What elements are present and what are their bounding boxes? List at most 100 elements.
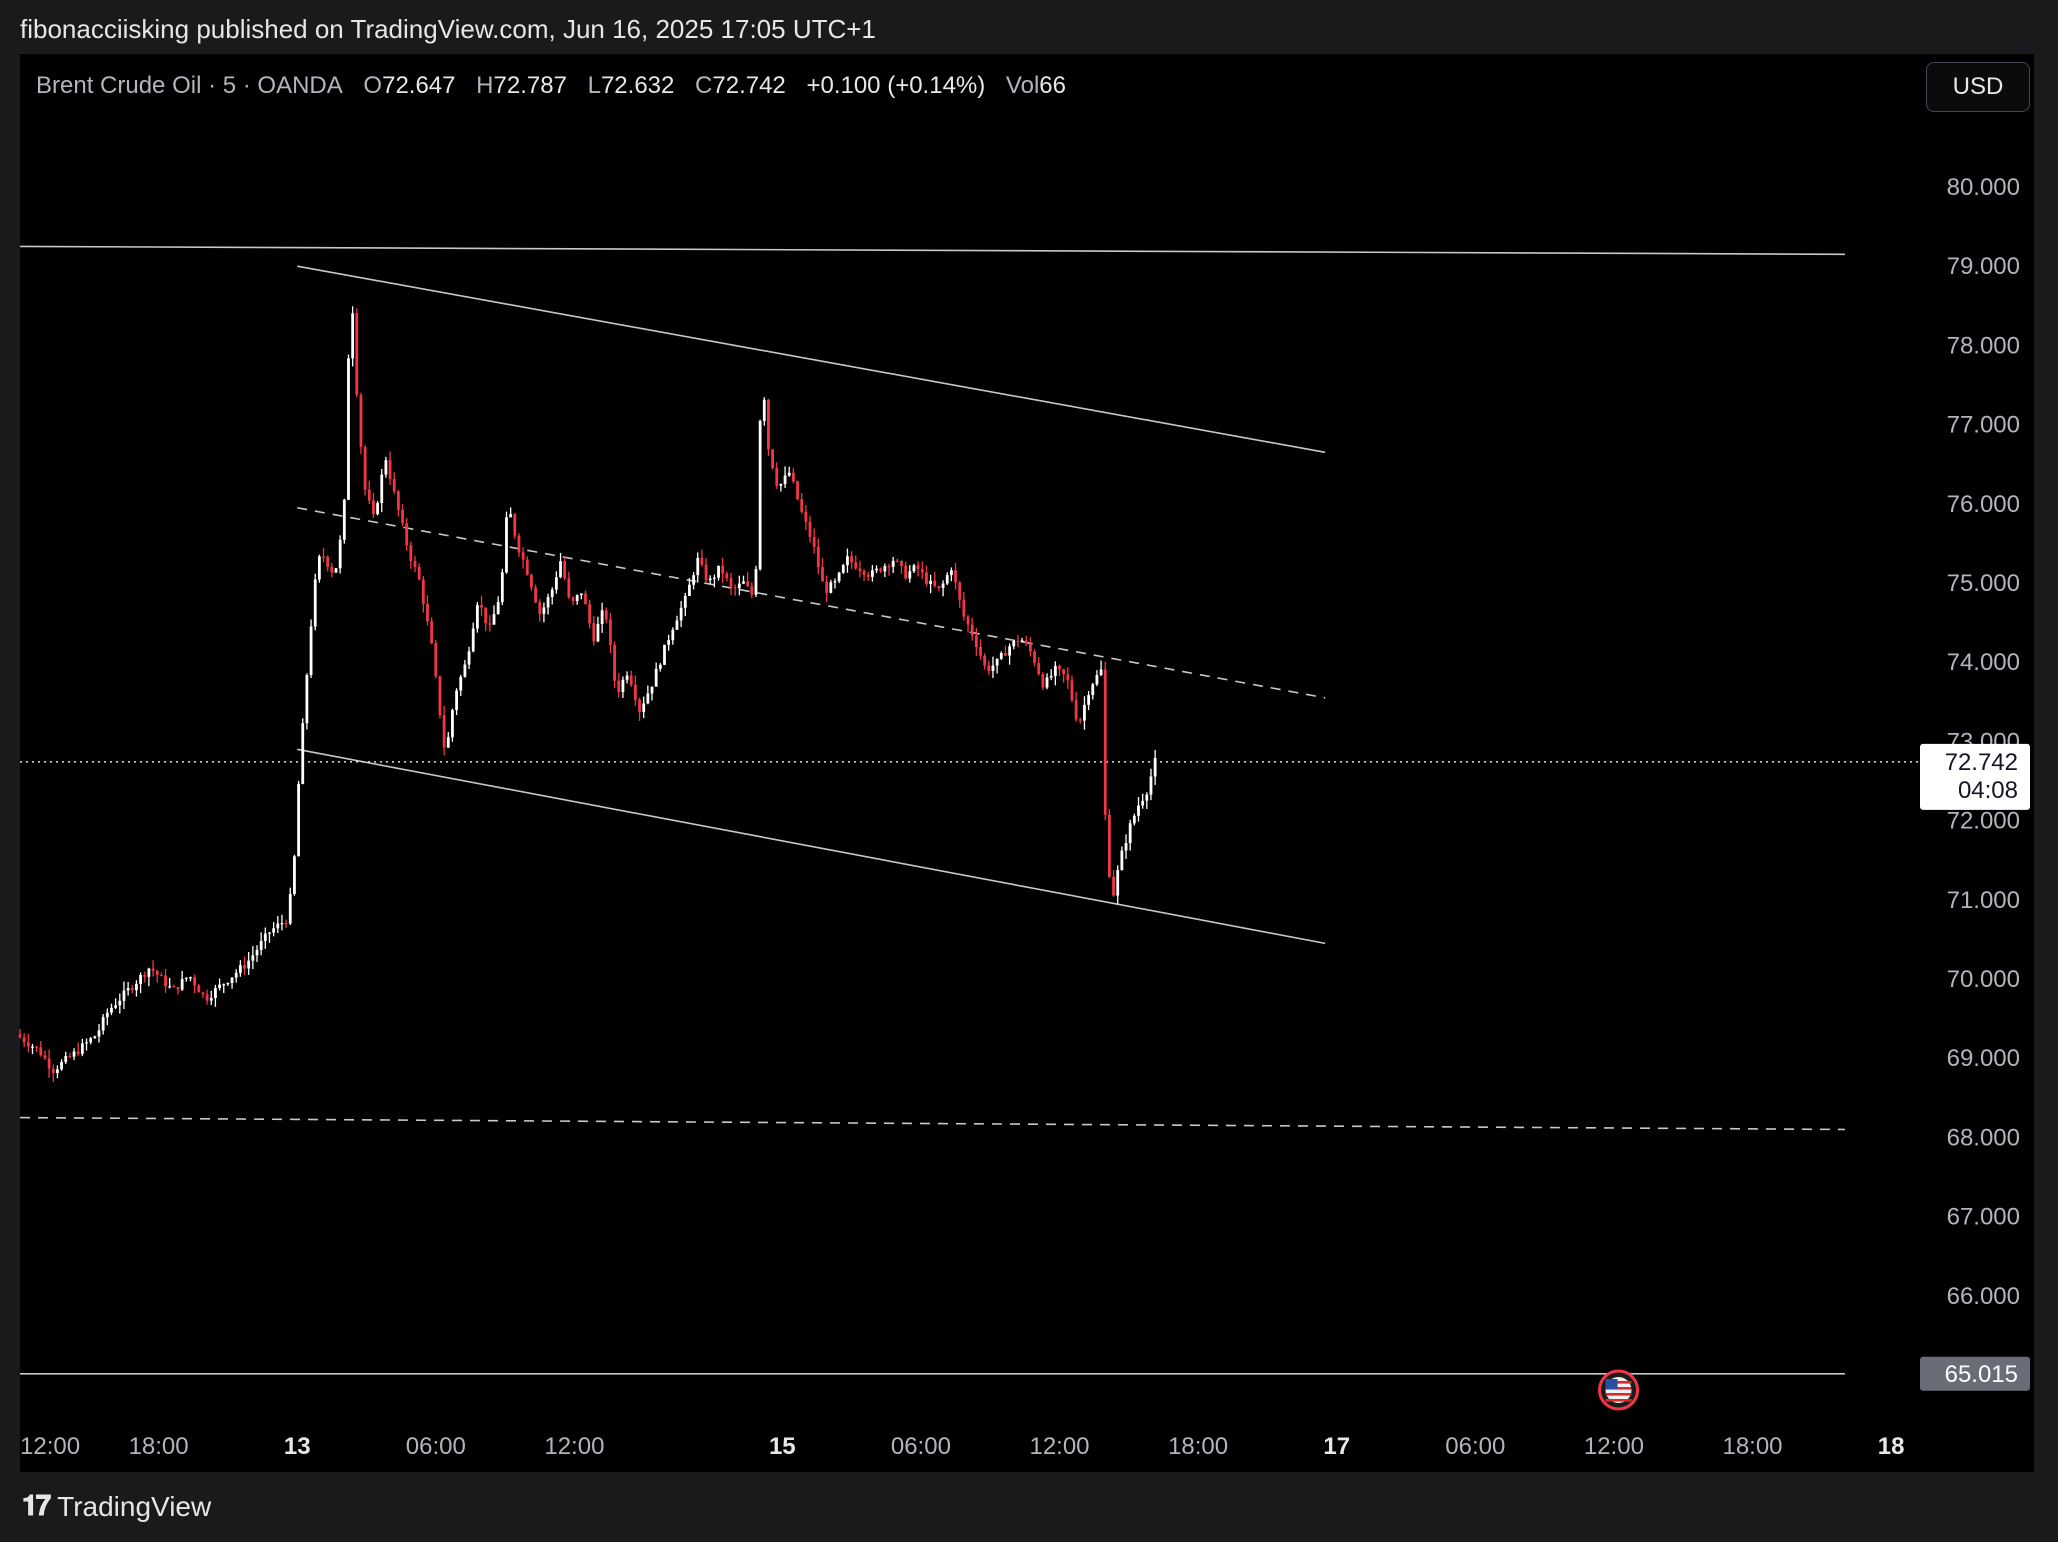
candle-body xyxy=(1058,665,1061,670)
candle-body xyxy=(434,643,438,677)
candle-body xyxy=(737,583,741,589)
candle-body xyxy=(230,977,234,984)
x-tick-label: 18:00 xyxy=(129,1433,189,1460)
candle-body xyxy=(1107,814,1111,877)
candle-body xyxy=(804,511,808,522)
candle-body xyxy=(396,491,400,510)
candle-body xyxy=(351,313,355,359)
candle-body xyxy=(650,686,654,694)
candle-body xyxy=(700,557,704,565)
channel-mid[interactable] xyxy=(297,506,1326,699)
candle-body xyxy=(56,1069,59,1074)
candle-body xyxy=(559,561,562,578)
candle-body xyxy=(347,358,350,500)
candle-body xyxy=(1024,640,1028,644)
candle-body xyxy=(35,1046,39,1048)
legend-symbol[interactable]: Brent Crude Oil · 5 · OANDA xyxy=(36,72,343,99)
x-tick-label: 06:00 xyxy=(891,1433,951,1460)
candle-body xyxy=(1141,800,1145,806)
chart-panel[interactable] xyxy=(20,54,2034,1472)
legend-low-label: L xyxy=(587,72,601,99)
candle-body xyxy=(579,593,583,596)
candle-body xyxy=(958,582,962,600)
candle-body xyxy=(68,1055,72,1058)
current-price-label: 72.742 xyxy=(1945,749,2018,776)
candle-body xyxy=(567,578,571,598)
candle-body xyxy=(1045,677,1049,688)
level-label-box xyxy=(1920,1356,2030,1391)
candle-body xyxy=(891,560,895,567)
candle-body xyxy=(184,977,188,980)
candle-body xyxy=(671,629,675,641)
candle-body xyxy=(122,990,126,1001)
candle-body xyxy=(376,502,379,515)
candle-body xyxy=(696,557,700,576)
candle-body xyxy=(384,460,388,475)
candle-body xyxy=(18,1034,22,1038)
candle-body xyxy=(621,679,625,693)
candle-body xyxy=(197,985,201,993)
candle-body xyxy=(484,607,488,624)
candle-body xyxy=(471,628,475,652)
candle-body xyxy=(72,1051,76,1057)
candle-body xyxy=(571,597,575,601)
support-line[interactable] xyxy=(19,1116,1845,1131)
candle-body xyxy=(816,546,820,568)
candle-body xyxy=(858,568,862,571)
candle-body xyxy=(413,560,417,567)
publish-info: fibonacciisking published on TradingView… xyxy=(20,14,876,44)
candle-body xyxy=(363,447,367,490)
candle-body xyxy=(675,620,679,630)
candle-body xyxy=(846,556,849,566)
candle-body xyxy=(372,500,375,515)
currency-button[interactable]: USD xyxy=(1926,62,2030,112)
candle-body xyxy=(758,421,762,570)
candle-body xyxy=(405,523,409,546)
candle-body xyxy=(729,578,733,588)
candle-body xyxy=(426,603,429,622)
candle-body xyxy=(505,517,508,573)
legend-close-label: C xyxy=(695,72,713,99)
candle-body xyxy=(550,589,554,598)
candle-body xyxy=(1112,876,1115,896)
y-tick-label: 66.000 xyxy=(1947,1283,2020,1310)
y-tick-label: 80.000 xyxy=(1947,174,2020,201)
candle-body xyxy=(521,552,525,560)
candle-body xyxy=(717,565,720,578)
x-tick-label: 12:00 xyxy=(1584,1433,1644,1460)
channel-upper[interactable] xyxy=(297,265,1326,454)
channel-lower[interactable] xyxy=(297,748,1326,945)
candle-body xyxy=(517,535,521,553)
candle-body xyxy=(51,1068,55,1074)
candle-body xyxy=(263,933,267,942)
candle-body xyxy=(330,566,334,573)
candle-body xyxy=(771,449,774,468)
legend-open-label: O xyxy=(363,72,383,99)
candle-body xyxy=(584,593,587,605)
candle-body xyxy=(929,580,933,584)
footer-brand[interactable]: 𝟏𝟕 TradingView xyxy=(22,1490,211,1523)
candle-body xyxy=(417,566,421,580)
candle-body xyxy=(663,644,666,665)
candle-body xyxy=(126,988,130,991)
candle-body xyxy=(658,664,662,669)
candle-body xyxy=(334,568,338,573)
candle-body xyxy=(1037,662,1041,675)
candle-body xyxy=(85,1042,88,1044)
candle-body xyxy=(22,1037,26,1043)
candle-body xyxy=(646,693,650,704)
legend-volume: 66 xyxy=(1039,72,1066,99)
x-tick-label: 06:00 xyxy=(1445,1433,1505,1460)
candle-body xyxy=(613,645,616,681)
resistance-line[interactable] xyxy=(19,245,1845,256)
candle-body xyxy=(775,467,779,486)
candle-body xyxy=(721,565,725,574)
candle-body xyxy=(272,928,276,933)
candle-body xyxy=(692,575,695,585)
candle-body xyxy=(712,577,716,579)
candle-body xyxy=(255,949,259,956)
candle-body xyxy=(367,489,371,501)
candle-body xyxy=(829,582,833,593)
candle-body xyxy=(1020,640,1024,643)
